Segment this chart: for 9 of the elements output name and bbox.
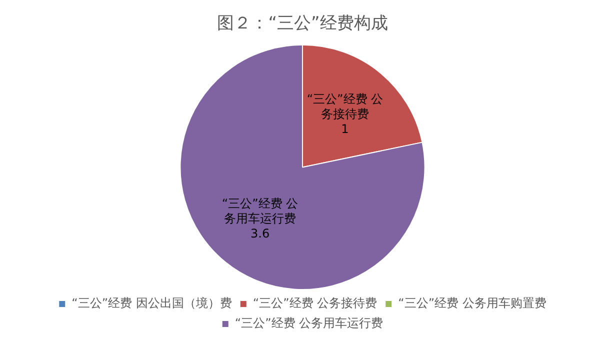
legend-label: “三公”经费 因公出国（境）费 (72, 296, 232, 310)
chart-title: 图２：“三公”经费构成 (217, 14, 388, 34)
data-label: 3.6 (250, 226, 270, 241)
slice-label: “三公”经费 公务接待费 (306, 92, 384, 122)
legend-label: “三公”经费 公务用车运行费 (234, 316, 384, 330)
legend-label: “三公”经费 公务接待费 (252, 296, 378, 310)
data-label: 1 (341, 122, 349, 136)
slice-label: “三公”经费 公务用车运行费 (222, 196, 298, 226)
legend-label: “三公”经费 公务用车购置费 (398, 296, 546, 310)
